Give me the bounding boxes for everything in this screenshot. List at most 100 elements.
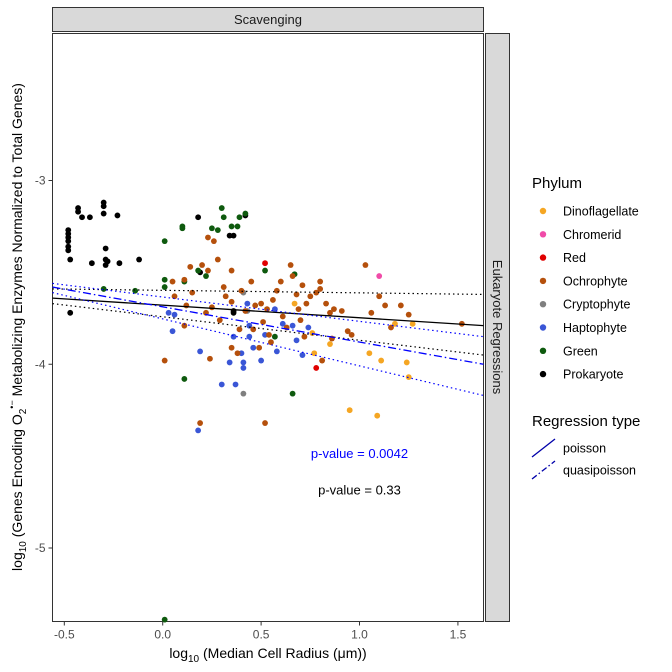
y-tick-label: -5 [35,541,46,555]
facet-strip-right-label: Eukaryote Regressions [490,260,505,395]
point-green [271,333,278,340]
axes: -0.5 0.0 0.5 1.0 1.5 -3 -4 -5 [35,174,467,642]
x-tick-label: 1.0 [351,628,368,642]
point-ochrophyte [210,238,217,245]
point-ochrophyte [214,256,221,263]
point-haptophyte [273,348,280,355]
point-green [220,214,227,221]
legend-label-ochrophyte: Ochrophyte [563,274,628,288]
point-ochrophyte [301,333,308,340]
point-haptophyte [165,309,172,316]
plot-panel [52,33,484,622]
point-cryptophyte [240,390,247,397]
point-ochrophyte [317,286,324,292]
legend-key-haptophyte [539,324,547,331]
point-ochrophyte [297,317,304,324]
point-ochrophyte [307,293,314,300]
point-haptophyte [299,352,306,358]
legend-key-red [539,254,547,261]
point-ochrophyte [331,306,337,313]
legend-key-chromerid [539,231,547,238]
point-haptophyte [240,359,247,366]
point-prokaryote [104,258,111,265]
point-ochrophyte [181,322,188,329]
point-ochrophyte [228,267,235,274]
black-fit-line [52,297,484,327]
x-tick-label: -0.5 [54,628,75,642]
point-prokaryote [79,214,85,221]
point-prokaryote [100,203,107,210]
point-haptophyte [197,348,204,355]
point-haptophyte [246,322,253,329]
point-green [214,227,221,234]
point-green [161,616,168,623]
blue-ci-upper-line [52,282,484,338]
point-ochrophyte [248,278,255,285]
point-haptophyte [244,300,251,307]
point-ochrophyte [258,300,265,307]
point-green [242,210,249,217]
point-dinoflagellate [346,407,353,414]
p-value-poisson-annotation: p-value = 0.33 [318,483,401,498]
point-dinoflagellate [392,320,398,327]
y-tick-label: -3 [35,174,46,188]
legend-key-cryptophyte [539,301,547,308]
point-ochrophyte [222,293,229,300]
regression-lines [52,282,484,397]
point-haptophyte [250,344,257,351]
point-haptophyte [218,381,225,388]
point-ochrophyte [197,420,204,426]
legend-key-prokaryote [539,370,547,378]
point-prokaryote [86,214,93,221]
point-prokaryote [65,238,72,245]
point-ochrophyte [228,344,235,351]
point-ochrophyte [238,287,245,294]
x-axis-title: log10 (Median Cell Radius (μm)) [169,645,366,665]
point-green [228,223,235,230]
point-ochrophyte [205,234,211,241]
point-ochrophyte [181,276,188,283]
point-red [262,260,268,267]
point-ochrophyte [260,319,266,325]
point-red [313,365,320,371]
point-haptophyte [232,381,239,388]
legend-label-chromerid: Chromerid [563,228,621,242]
point-dinoflagellate [311,350,318,357]
point-prokaryote [67,256,74,263]
legend-key-dinoflagellate [539,207,547,215]
point-ochrophyte [388,324,394,331]
point-ochrophyte [171,293,178,300]
point-haptophyte [289,322,296,329]
point-prokaryote [100,210,107,217]
point-green [132,287,139,294]
point-green [262,267,268,274]
regression-legend-title: Regression type [532,413,640,430]
point-prokaryote [114,212,121,219]
point-ochrophyte [268,339,274,346]
point-ochrophyte [187,263,194,270]
point-ochrophyte [319,357,326,364]
point-ochrophyte [376,293,383,300]
point-ochrophyte [256,344,263,351]
legend-key-poisson [531,438,556,458]
point-ochrophyte [266,331,272,338]
point-ochrophyte [216,317,223,324]
point-ochrophyte [169,278,176,285]
point-haptophyte [226,359,233,366]
point-ochrophyte [264,306,270,313]
x-tick-label: 0.0 [154,628,171,642]
point-prokaryote [88,260,95,267]
point-green [236,214,243,221]
point-ochrophyte [405,311,412,318]
legend-label-poisson: poisson [563,442,606,456]
facet-strip-top-label: Scavenging [234,12,302,27]
point-haptophyte [279,320,286,327]
point-ochrophyte [317,278,324,285]
point-ochrophyte [262,420,268,426]
point-prokaryote [195,214,202,221]
regression-legend: Regression type poisson quasipoisson [531,413,640,480]
point-dinoflagellate [403,359,410,366]
point-haptophyte [293,337,300,344]
legend-key-ochrophyte [539,277,547,285]
